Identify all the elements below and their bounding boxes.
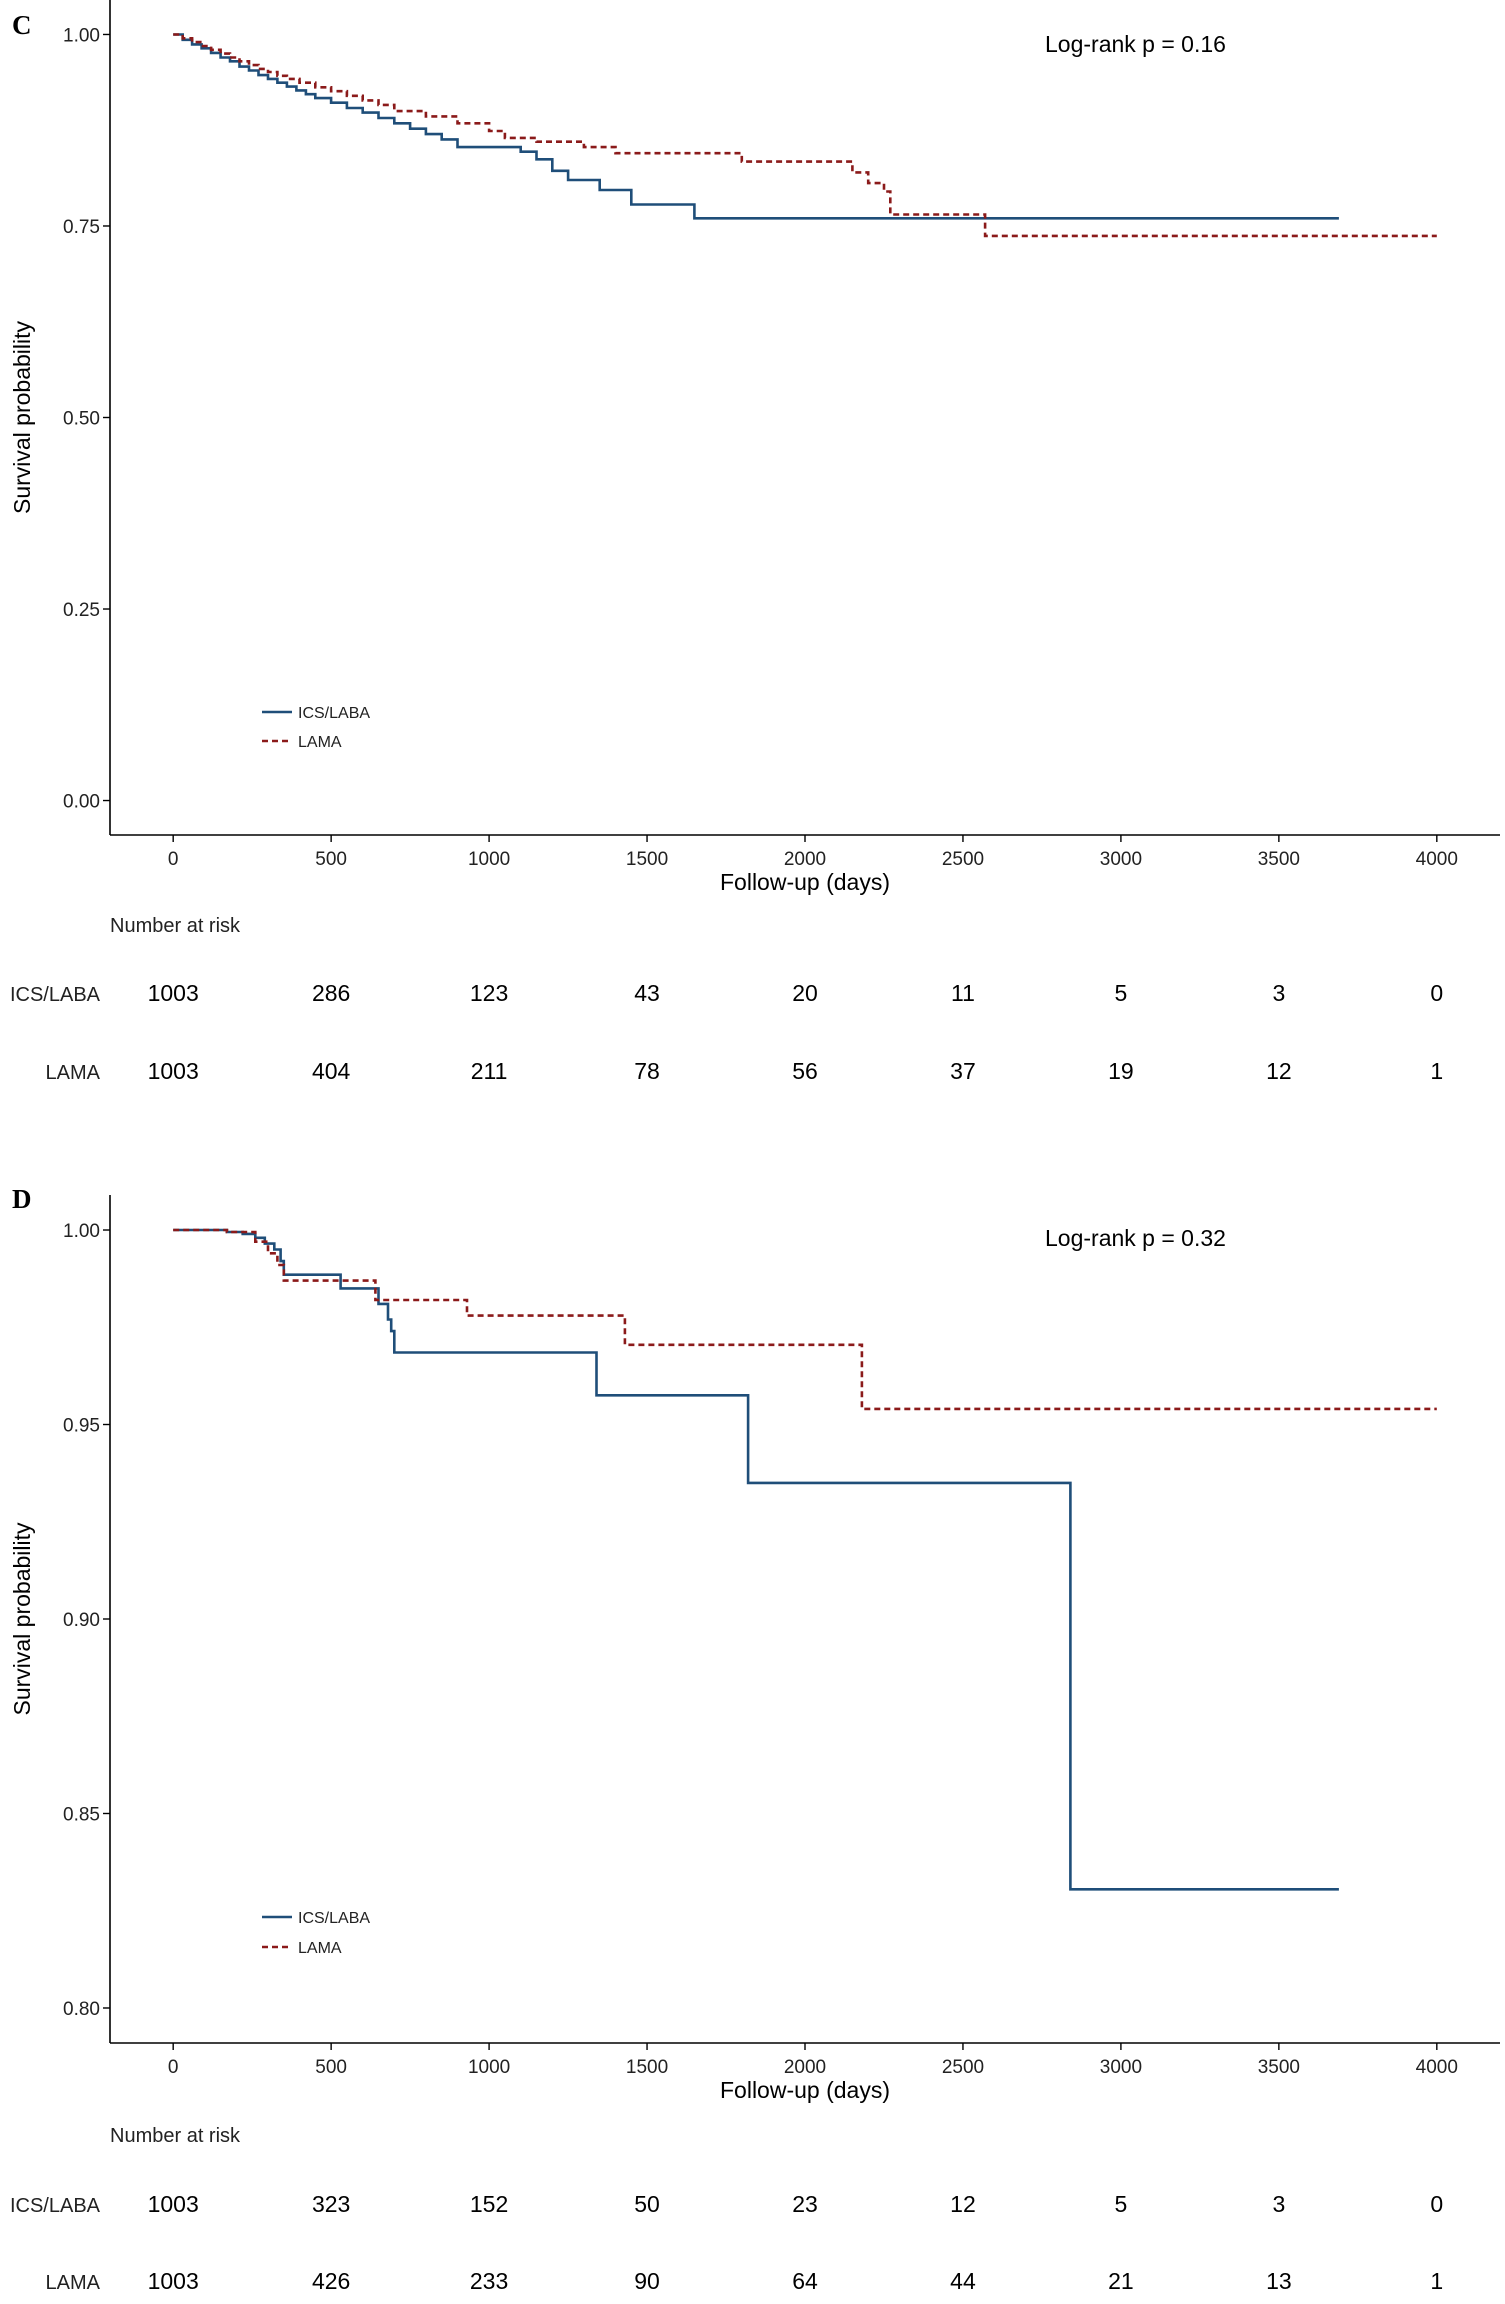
x-tick-label: 1000 — [468, 2057, 510, 2078]
x-axis-title: Follow-up (days) — [720, 2077, 890, 2103]
survival-curve-ics-laba — [173, 1228, 1339, 1891]
risk-row-label: ICS/LABA — [10, 984, 101, 1006]
panel-label: D — [12, 1184, 32, 1214]
risk-count: 211 — [471, 1058, 508, 1084]
risk-row-label: LAMA — [46, 2272, 101, 2294]
legend-label: LAMA — [298, 734, 342, 751]
risk-count: 44 — [950, 2268, 976, 2294]
x-tick-label: 3000 — [1100, 2057, 1142, 2078]
risk-count: 152 — [470, 2191, 508, 2217]
risk-count: 50 — [634, 2191, 660, 2217]
x-tick-label: 500 — [315, 2057, 347, 2078]
y-tick-label: 0.25 — [63, 600, 100, 621]
y-tick-label: 1.00 — [63, 1221, 100, 1242]
x-tick-label: 500 — [315, 849, 347, 870]
risk-table-title: Number at risk — [110, 2125, 241, 2147]
survival-curve-ics-laba — [173, 33, 1339, 220]
y-axis-title: Survival probability — [9, 320, 35, 514]
x-tick-label: 1500 — [626, 849, 668, 870]
risk-count: 1003 — [148, 1058, 199, 1084]
log-rank-annotation: Log-rank p = 0.16 — [1045, 31, 1226, 57]
risk-count: 43 — [634, 980, 660, 1006]
risk-count: 11 — [951, 980, 975, 1006]
y-tick-label: 0.85 — [63, 1804, 100, 1825]
y-tick-label: 0.00 — [63, 792, 100, 813]
risk-count: 404 — [312, 1058, 351, 1084]
risk-count: 426 — [312, 2268, 350, 2294]
survival-curve-lama — [173, 33, 1437, 238]
risk-count: 3 — [1272, 980, 1285, 1006]
x-tick-label: 0 — [168, 849, 179, 870]
survival-curve-lama — [173, 1228, 1437, 1411]
y-tick-label: 1.00 — [63, 25, 100, 46]
risk-count: 1003 — [148, 2191, 199, 2217]
risk-count: 20 — [792, 980, 818, 1006]
risk-count: 1003 — [148, 980, 199, 1006]
risk-count: 12 — [950, 2191, 976, 2217]
risk-count: 23 — [792, 2191, 818, 2217]
risk-count: 286 — [312, 980, 350, 1006]
km-panel-d: D0.800.850.900.951.000 500 1000 1500 2000 250… — [9, 1184, 1500, 2294]
risk-count: 13 — [1266, 2268, 1292, 2294]
legend-label: ICS/LABA — [298, 705, 370, 722]
risk-count: 78 — [634, 1058, 660, 1084]
x-tick-label: 2500 — [942, 2057, 984, 2078]
risk-count: 56 — [792, 1058, 818, 1084]
y-tick-label: 0.75 — [63, 217, 100, 238]
y-tick-label: 0.95 — [63, 1416, 100, 1437]
risk-count: 90 — [634, 2268, 660, 2294]
risk-row-label: LAMA — [46, 1062, 101, 1084]
x-tick-label: 1500 — [626, 2057, 668, 2078]
x-tick-label: 1000 — [468, 849, 510, 870]
y-tick-label: 0.80 — [63, 1999, 100, 2020]
risk-table-title: Number at risk — [110, 915, 241, 937]
risk-count: 233 — [470, 2268, 508, 2294]
risk-count: 5 — [1115, 980, 1128, 1006]
x-tick-label: 0 — [168, 2057, 179, 2078]
panel-label: C — [12, 10, 32, 40]
y-tick-label: 0.50 — [63, 409, 100, 430]
x-tick-label: 2500 — [942, 849, 984, 870]
log-rank-annotation: Log-rank p = 0.32 — [1045, 1225, 1226, 1251]
y-axis-title: Survival probability — [9, 1522, 35, 1716]
risk-count: 1003 — [148, 2268, 199, 2294]
x-tick-label: 4000 — [1416, 849, 1458, 870]
risk-count: 123 — [470, 980, 508, 1006]
risk-count: 19 — [1108, 1058, 1134, 1084]
legend-label: ICS/LABA — [298, 1910, 370, 1927]
risk-count: 3 — [1272, 2191, 1285, 2217]
y-tick-label: 0.90 — [63, 1610, 100, 1631]
risk-count: 37 — [950, 1058, 976, 1084]
x-tick-label: 2000 — [784, 849, 826, 870]
risk-count: 64 — [792, 2268, 818, 2294]
x-tick-label: 2000 — [784, 2057, 826, 2078]
x-tick-label: 3500 — [1258, 2057, 1300, 2078]
x-tick-label: 3000 — [1100, 849, 1142, 870]
risk-count: 1 — [1430, 2268, 1443, 2294]
risk-count: 0 — [1430, 980, 1443, 1006]
risk-count: 21 — [1108, 2268, 1134, 2294]
risk-count: 323 — [312, 2191, 350, 2217]
km-panel-c: C 0.00 0.25 0.50 0.75 1.00 0 500 1000 1500 2000 250… — [9, 0, 1500, 1084]
risk-count: 5 — [1115, 2191, 1128, 2217]
risk-row-label: ICS/LABA — [10, 2195, 101, 2217]
legend-label: LAMA — [298, 1940, 342, 1957]
risk-count: 0 — [1430, 2191, 1443, 2217]
x-tick-label: 3500 — [1258, 849, 1300, 870]
x-axis-title: Follow-up (days) — [720, 869, 890, 895]
risk-count: 1 — [1430, 1058, 1443, 1084]
risk-count: 12 — [1266, 1058, 1292, 1084]
x-tick-label: 4000 — [1416, 2057, 1458, 2078]
